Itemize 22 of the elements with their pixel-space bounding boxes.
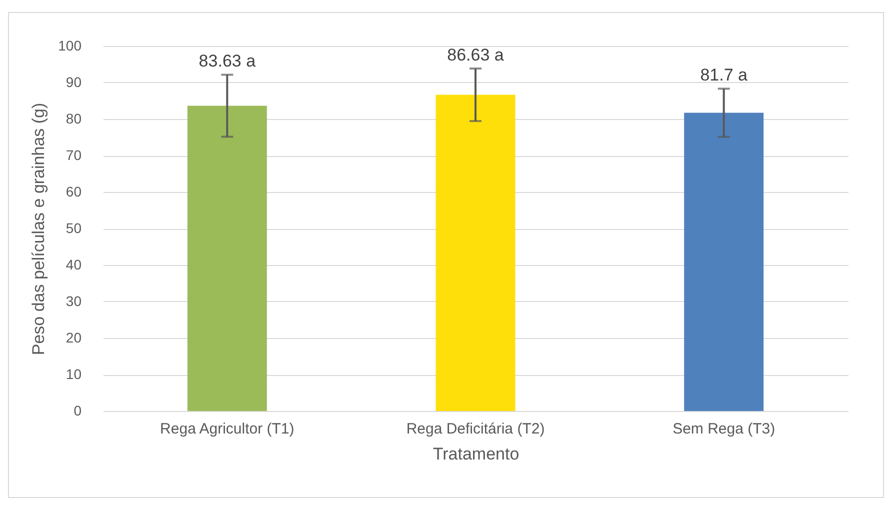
y-tick-label: 100	[58, 38, 82, 54]
bar	[436, 94, 516, 411]
y-tick-label: 50	[66, 220, 82, 236]
y-tick-label: 60	[66, 184, 82, 200]
y-tick-label: 90	[66, 74, 82, 90]
data-label: 83.63 a	[198, 52, 256, 71]
x-tick-label: Sem Rega (T3)	[672, 420, 776, 438]
x-tick-label: Rega Agricultor (T1)	[160, 420, 294, 438]
bar	[187, 106, 267, 411]
y-tick-label: 10	[66, 366, 82, 382]
y-tick-label: 40	[66, 256, 82, 272]
y-axis-title: Peso das películas e grainhas (g)	[29, 102, 48, 356]
bar	[684, 112, 764, 411]
data-label: 81.7 a	[700, 66, 748, 85]
y-tick-label: 30	[66, 293, 82, 309]
y-tick-label: 80	[66, 110, 82, 126]
y-tick-label: 0	[74, 402, 82, 418]
x-tick-label: Rega Deficitária (T2)	[406, 420, 545, 438]
y-tick-label: 20	[66, 330, 82, 346]
y-tick-label: 70	[66, 147, 82, 163]
x-axis-title: Tratamento	[432, 444, 520, 464]
data-label: 86.63 a	[447, 46, 504, 65]
